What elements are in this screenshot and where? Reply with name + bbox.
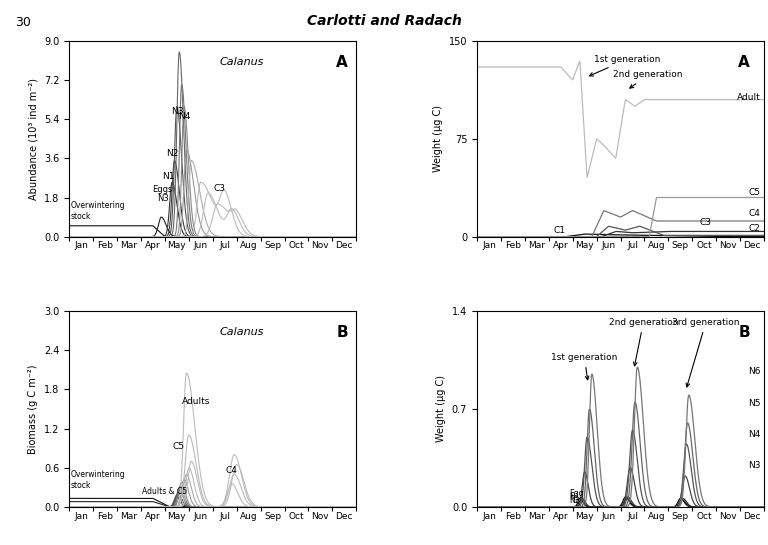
Text: C1: C1 [554,226,565,235]
Text: N3: N3 [748,461,760,470]
Y-axis label: Abundance (10³ ind m⁻²): Abundance (10³ ind m⁻²) [28,78,38,200]
Text: Calanus: Calanus [219,57,263,66]
Text: Overwintering
stock: Overwintering stock [71,202,126,221]
Y-axis label: Biomass (g C m⁻²): Biomass (g C m⁻²) [28,364,38,453]
Text: Carlotti and Radach: Carlotti and Radach [306,14,462,28]
Text: Adults & C5: Adults & C5 [142,487,187,496]
Text: 1st generation: 1st generation [590,54,660,76]
Y-axis label: Weight (μg C): Weight (μg C) [436,376,446,443]
Text: N5: N5 [748,399,760,408]
Text: N4: N4 [748,430,760,439]
Text: A: A [336,54,348,70]
Text: Egg: Egg [569,489,584,498]
Text: 2nd generation: 2nd generation [614,70,683,88]
Text: N1: N1 [163,172,175,181]
Text: Eggs: Eggs [152,185,172,194]
Text: N3: N3 [157,195,169,203]
Text: Adults: Adults [182,397,210,405]
Y-axis label: Weight (μg C): Weight (μg C) [433,105,443,172]
Text: 30: 30 [15,16,31,29]
Text: C3: C3 [700,218,711,227]
Text: N6: N6 [748,367,760,376]
Text: N2: N2 [569,496,580,505]
Text: A: A [738,54,750,70]
Text: B: B [336,325,348,340]
Text: N4: N4 [178,112,190,121]
Text: C4: C4 [749,209,760,218]
Text: N2: N2 [166,149,178,158]
Text: N1: N1 [569,493,580,501]
Text: B: B [738,325,750,340]
Text: 1st generation: 1st generation [551,353,617,380]
Text: C5: C5 [749,188,760,197]
Text: Overwintering
stock: Overwintering stock [71,470,125,489]
Text: 3rd generation: 3rd generation [672,318,740,387]
Text: 2nd generation: 2nd generation [608,318,678,366]
Text: C5: C5 [173,443,184,451]
Text: C3: C3 [214,184,226,193]
Text: Calanus: Calanus [219,326,263,337]
Text: C2: C2 [749,225,760,233]
Text: C4: C4 [226,466,238,475]
Text: Adult: Adult [737,93,760,101]
Text: N3: N3 [170,107,184,116]
